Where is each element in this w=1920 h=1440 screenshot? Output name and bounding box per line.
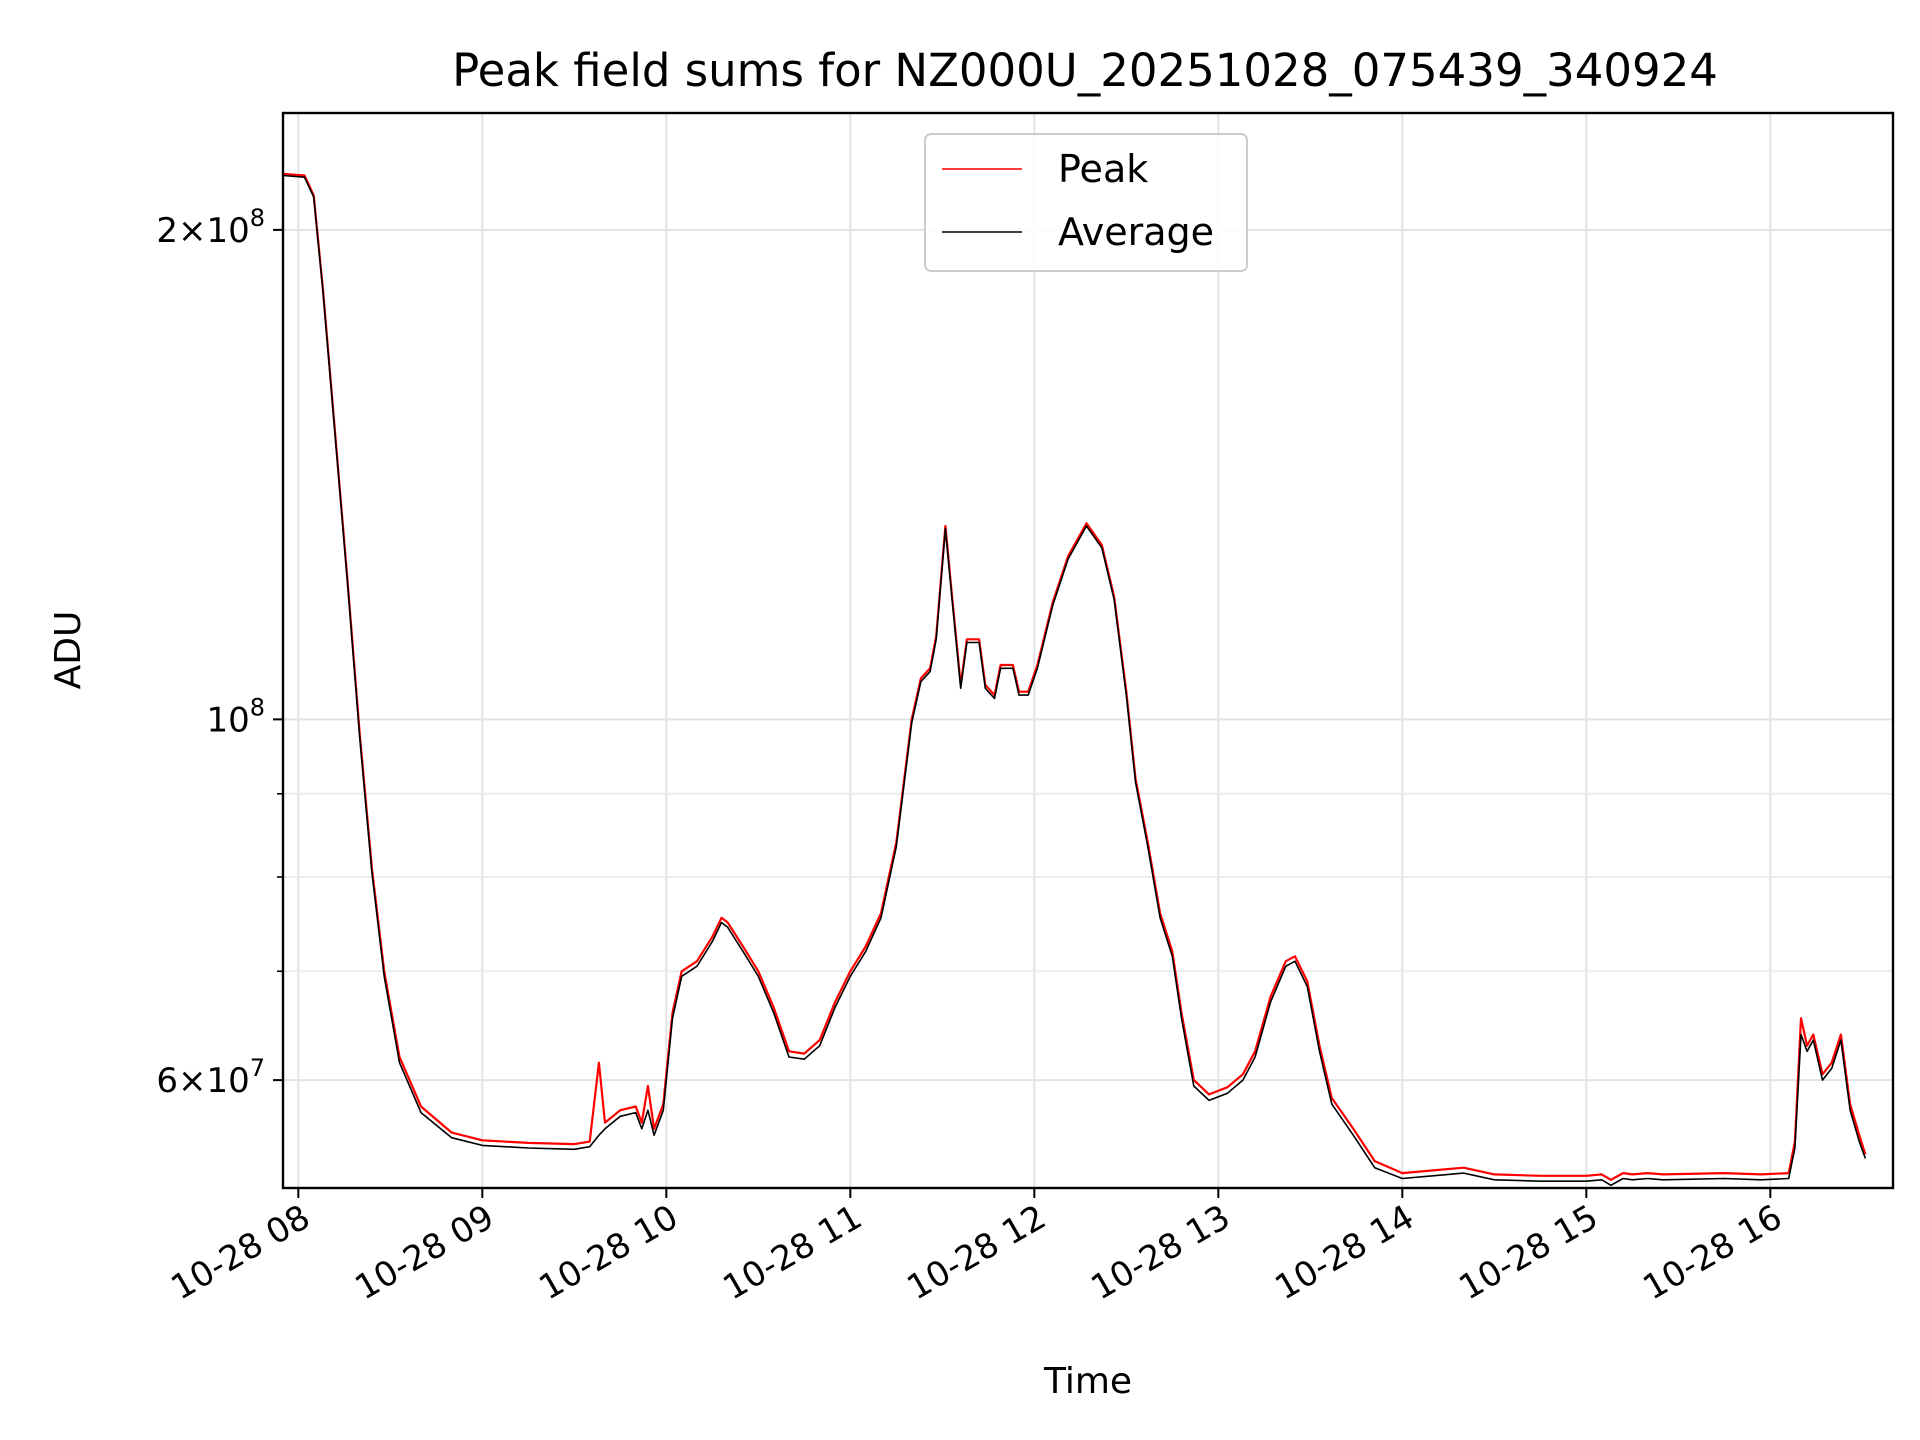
y-tick-mantissa: 10	[206, 700, 249, 740]
y-tick-exponent: 8	[250, 693, 265, 721]
y-tick-label: 108	[206, 693, 265, 740]
y-tick-label: 2×108	[156, 204, 265, 251]
series-lines	[283, 172, 1867, 1187]
y-axis-label: ADU	[48, 611, 89, 690]
series-line-average	[283, 174, 1867, 1187]
grid	[283, 113, 1893, 1188]
plot-frame	[281, 111, 1895, 1190]
y-tick-exponent: 8	[250, 204, 265, 232]
y-tick-mantissa: 6×10	[156, 1061, 249, 1101]
x-axis-label: Time	[1043, 1361, 1132, 1402]
legend-label-average: Average	[1058, 210, 1214, 254]
y-tick-label: 6×107	[156, 1054, 265, 1101]
legend: Peak Average	[924, 133, 1248, 272]
chart-title: Peak field sums for NZ000U_20251028_0754…	[452, 44, 1718, 97]
y-tick-mantissa: 2×10	[156, 211, 249, 251]
series-line-peak	[283, 172, 1867, 1181]
y-tick-exponent: 7	[250, 1054, 265, 1082]
legend-label-peak: Peak	[1058, 147, 1148, 191]
